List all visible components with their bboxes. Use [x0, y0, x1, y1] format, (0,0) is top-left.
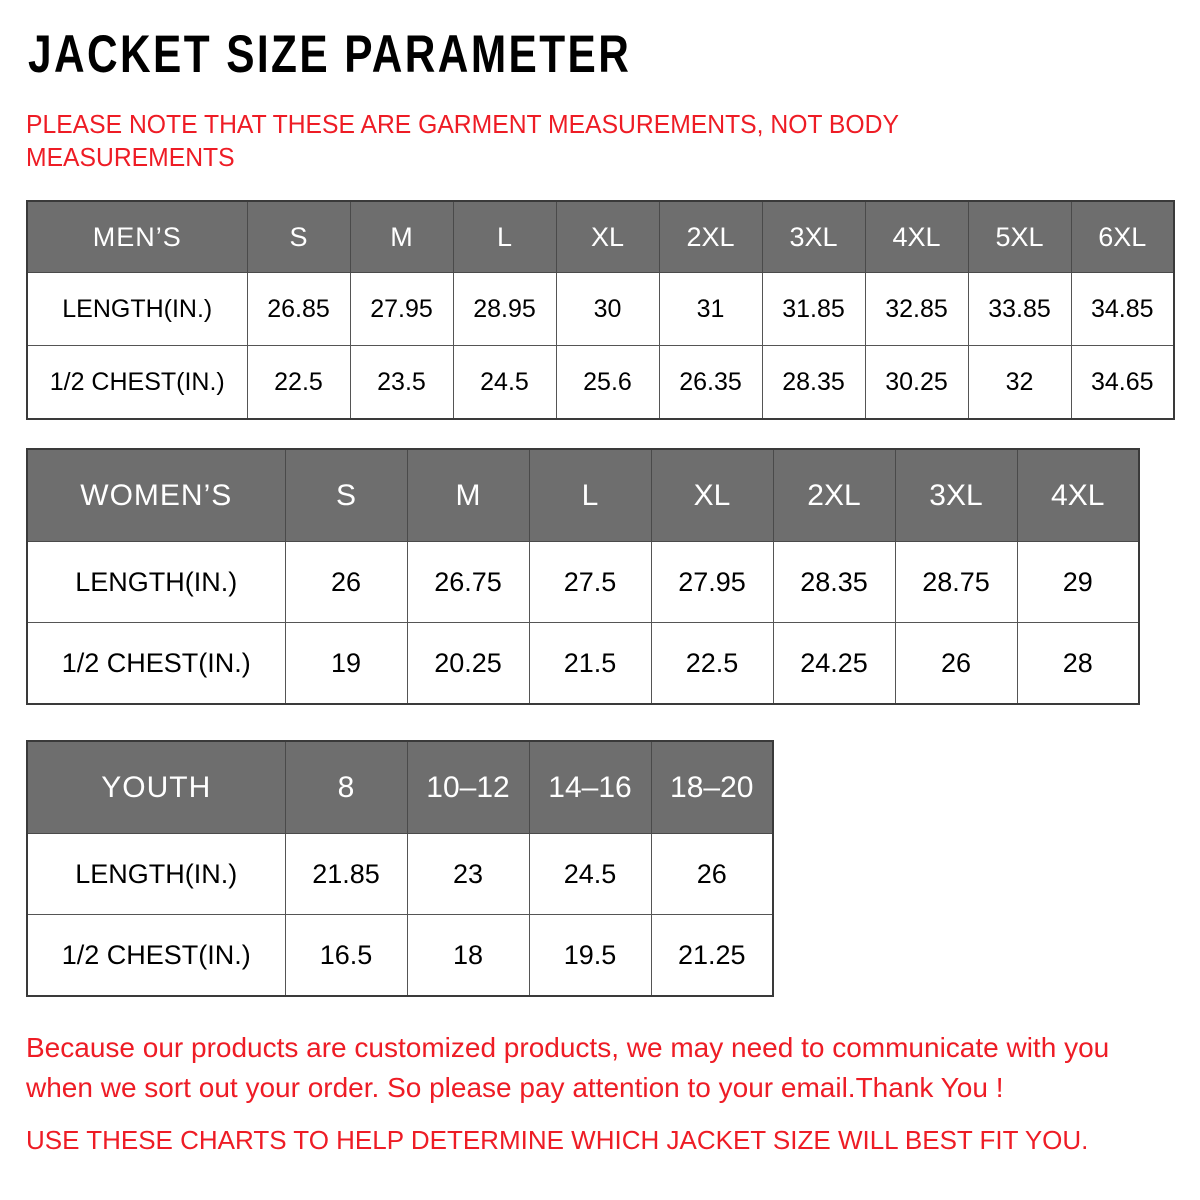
mens-header-size: 5XL	[967, 200, 1072, 273]
mens-row-label: LENGTH(IN.)	[26, 272, 248, 346]
womens-header-size: L	[528, 448, 652, 542]
womens-length-value: 28.35	[772, 541, 896, 623]
womens-row-label: 1/2 CHEST(IN.)	[26, 622, 286, 705]
mens-size-table: MEN’S S M L XL 2XL 3XL 4XL 5XL 6XL LENGT…	[26, 200, 1175, 420]
youth-header-size: 14–16	[528, 740, 652, 834]
youth-length-value: 26	[650, 833, 774, 915]
table-row: LENGTH(IN.) 21.85 23 24.5 26	[26, 833, 774, 915]
youth-chest-value: 21.25	[650, 914, 774, 997]
youth-length-value: 23	[406, 833, 530, 915]
mens-chest-value: 32	[967, 345, 1072, 420]
youth-length-value: 21.85	[284, 833, 408, 915]
mens-header-label: MEN’S	[26, 200, 248, 273]
youth-size-table: YOUTH 8 10–12 14–16 18–20 LENGTH(IN.) 21…	[26, 740, 774, 997]
mens-header-size: XL	[555, 200, 660, 273]
womens-header-size: 4XL	[1016, 448, 1140, 542]
table-header-row: MEN’S S M L XL 2XL 3XL 4XL 5XL 6XL	[26, 200, 1175, 273]
mens-length-value: 34.85	[1070, 272, 1175, 346]
mens-length-value: 32.85	[864, 272, 969, 346]
womens-header-label: WOMEN’S	[26, 448, 286, 542]
youth-header-size: 8	[284, 740, 408, 834]
mens-chest-value: 24.5	[452, 345, 557, 420]
table-row: LENGTH(IN.) 26 26.75 27.5 27.95 28.35 28…	[26, 541, 1140, 623]
womens-header-size: XL	[650, 448, 774, 542]
womens-length-value: 27.5	[528, 541, 652, 623]
womens-chest-value: 19	[284, 622, 408, 705]
mens-header-size: 3XL	[761, 200, 866, 273]
womens-header-size: S	[284, 448, 408, 542]
table-row: LENGTH(IN.) 26.85 27.95 28.95 30 31 31.8…	[26, 272, 1175, 346]
womens-length-value: 27.95	[650, 541, 774, 623]
womens-length-value: 26.75	[406, 541, 530, 623]
youth-length-value: 24.5	[528, 833, 652, 915]
mens-length-value: 31	[658, 272, 763, 346]
customized-products-note: Because our products are customized prod…	[26, 1032, 1110, 1103]
mens-chest-value: 30.25	[864, 345, 969, 420]
table-row: 1/2 CHEST(IN.) 22.5 23.5 24.5 25.6 26.35…	[26, 345, 1175, 420]
womens-chest-value: 26	[894, 622, 1018, 705]
mens-header-size: 2XL	[658, 200, 763, 273]
mens-chest-value: 22.5	[246, 345, 351, 420]
mens-chest-value: 28.35	[761, 345, 866, 420]
womens-length-value: 29	[1016, 541, 1140, 623]
womens-chest-value: 21.5	[528, 622, 652, 705]
youth-row-label: LENGTH(IN.)	[26, 833, 286, 915]
table-row: 1/2 CHEST(IN.) 19 20.25 21.5 22.5 24.25 …	[26, 622, 1140, 705]
youth-row-label: 1/2 CHEST(IN.)	[26, 914, 286, 997]
mens-chest-value: 34.65	[1070, 345, 1175, 420]
womens-header-size: M	[406, 448, 530, 542]
mens-length-value: 31.85	[761, 272, 866, 346]
womens-header-size: 2XL	[772, 448, 896, 542]
use-charts-note: USE THESE CHARTS TO HELP DETERMINE WHICH…	[26, 1125, 1089, 1155]
youth-header-label: YOUTH	[26, 740, 286, 834]
mens-header-size: M	[349, 200, 454, 273]
womens-chest-value: 24.25	[772, 622, 896, 705]
womens-header-size: 3XL	[894, 448, 1018, 542]
page-title: JACKET SIZE PARAMETER	[28, 25, 632, 84]
mens-header-size: L	[452, 200, 557, 273]
mens-chest-value: 25.6	[555, 345, 660, 420]
mens-header-size: 6XL	[1070, 200, 1175, 273]
mens-length-value: 28.95	[452, 272, 557, 346]
mens-chest-value: 23.5	[349, 345, 454, 420]
youth-chest-value: 16.5	[284, 914, 408, 997]
mens-length-value: 26.85	[246, 272, 351, 346]
womens-chest-value: 28	[1016, 622, 1140, 705]
mens-chest-value: 26.35	[658, 345, 763, 420]
mens-header-size: S	[246, 200, 351, 273]
mens-length-value: 27.95	[349, 272, 454, 346]
mens-length-value: 33.85	[967, 272, 1072, 346]
garment-measurement-note: PLEASE NOTE THAT THESE ARE GARMENT MEASU…	[26, 109, 899, 172]
womens-size-table: WOMEN’S S M L XL 2XL 3XL 4XL LENGTH(IN.)…	[26, 448, 1140, 705]
mens-row-label: 1/2 CHEST(IN.)	[26, 345, 248, 420]
youth-header-size: 10–12	[406, 740, 530, 834]
table-header-row: WOMEN’S S M L XL 2XL 3XL 4XL	[26, 448, 1140, 542]
womens-length-value: 28.75	[894, 541, 1018, 623]
womens-chest-value: 22.5	[650, 622, 774, 705]
mens-length-value: 30	[555, 272, 660, 346]
table-header-row: YOUTH 8 10–12 14–16 18–20	[26, 740, 774, 834]
womens-length-value: 26	[284, 541, 408, 623]
youth-chest-value: 18	[406, 914, 530, 997]
youth-chest-value: 19.5	[528, 914, 652, 997]
table-row: 1/2 CHEST(IN.) 16.5 18 19.5 21.25	[26, 914, 774, 997]
womens-row-label: LENGTH(IN.)	[26, 541, 286, 623]
womens-chest-value: 20.25	[406, 622, 530, 705]
mens-header-size: 4XL	[864, 200, 969, 273]
youth-header-size: 18–20	[650, 740, 774, 834]
